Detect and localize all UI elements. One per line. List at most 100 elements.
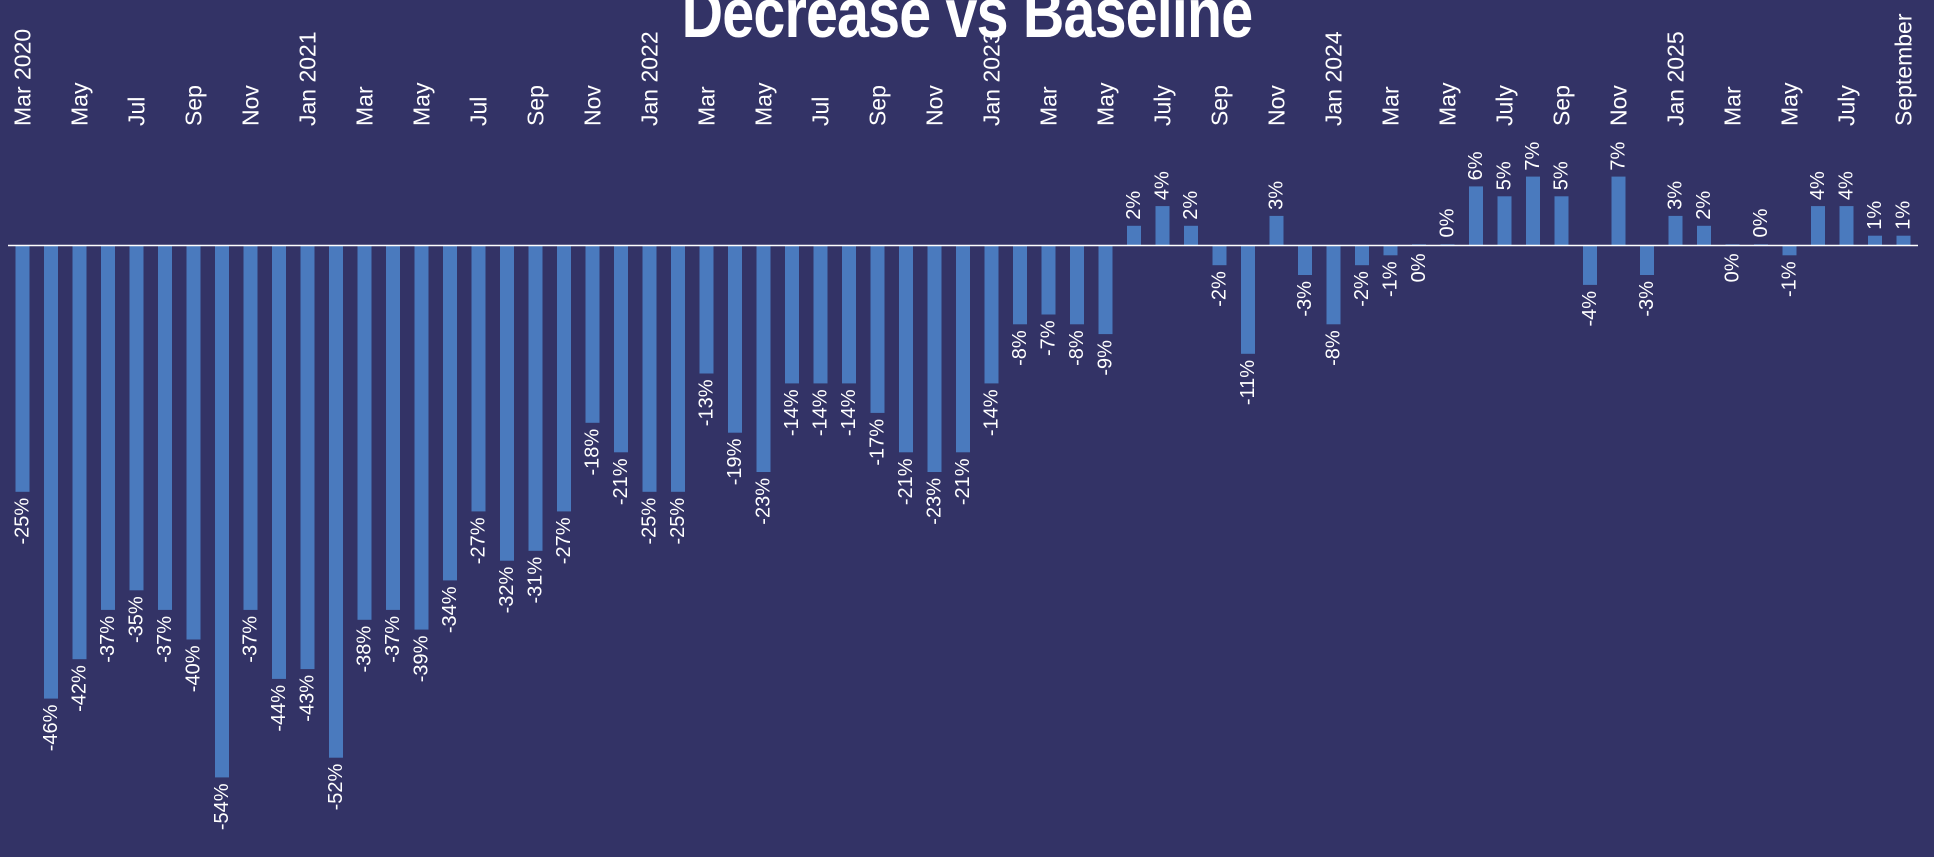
data-label: -3% (1294, 281, 1316, 317)
bar (785, 245, 799, 384)
data-label: -14% (810, 389, 832, 436)
x-tick-label: July (1492, 85, 1518, 126)
bar (1697, 225, 1711, 246)
data-label: -32% (496, 566, 518, 613)
x-tick-label: May (1435, 82, 1461, 126)
data-label: 4% (1836, 171, 1858, 200)
data-label: 6% (1465, 151, 1487, 180)
data-label: -14% (981, 389, 1003, 436)
bar (1098, 245, 1113, 335)
bar (1896, 235, 1911, 246)
x-tick-label: Nov (1606, 85, 1632, 126)
bar (1611, 176, 1626, 246)
bar (1668, 215, 1683, 246)
data-label: -27% (468, 517, 490, 564)
x-tick-label: Mar (1378, 86, 1404, 126)
bar (15, 245, 30, 492)
bar (699, 245, 714, 374)
data-label: -54% (211, 783, 233, 830)
bar (158, 245, 172, 610)
bar (1184, 225, 1198, 246)
bar (1326, 245, 1341, 325)
bar (500, 245, 514, 561)
bar (329, 245, 343, 758)
data-label: 5% (1551, 161, 1573, 190)
data-label: -13% (696, 379, 718, 426)
bar (984, 245, 999, 384)
data-label: -27% (553, 517, 575, 564)
x-tick-label: May (1093, 82, 1119, 126)
data-label: -3% (1636, 281, 1658, 317)
bar (1526, 176, 1540, 246)
bar (1811, 206, 1825, 246)
bar (1839, 206, 1854, 246)
data-label: 7% (1522, 141, 1544, 170)
bar (1212, 245, 1227, 266)
data-label: 0% (1750, 208, 1772, 237)
x-tick-label: July (1834, 85, 1860, 126)
data-label: 0% (1722, 253, 1744, 282)
x-tick-label: Sep (1207, 85, 1233, 126)
bar (614, 245, 628, 453)
bar (927, 245, 942, 472)
x-tick-label: Mar 2020 (10, 29, 36, 126)
bar (44, 245, 58, 699)
bar (1013, 245, 1027, 325)
x-tick-label: September (1891, 13, 1917, 126)
x-tick-label: Sep (181, 85, 207, 126)
data-label: -21% (610, 458, 632, 505)
data-label: -37% (97, 616, 119, 663)
bar (642, 245, 657, 492)
bar (671, 245, 685, 492)
data-label: -37% (154, 616, 176, 663)
x-tick-label: Mar (694, 86, 720, 126)
bar (1070, 245, 1084, 325)
bar (72, 245, 87, 660)
bar (1868, 235, 1882, 246)
bar (129, 245, 144, 591)
bar (386, 245, 400, 610)
data-label: -37% (240, 616, 262, 663)
x-tick-label: Sep (865, 85, 891, 126)
chart-title: Decrease vs Baseline (681, 0, 1254, 52)
bar (1355, 245, 1369, 266)
data-label: -43% (297, 675, 319, 722)
data-label: -44% (268, 685, 290, 732)
bar (1782, 245, 1797, 256)
data-label: 2% (1180, 191, 1202, 220)
bar (728, 245, 742, 433)
x-tick-label: Jul (124, 97, 150, 126)
x-tick-label: Mar (352, 86, 378, 126)
x-tick-label: May (67, 82, 93, 126)
x-tick-label: Nov (580, 85, 606, 126)
data-label: -38% (354, 626, 376, 673)
x-tick-label: Nov (1264, 85, 1290, 126)
x-tick-label: Jul (466, 97, 492, 126)
data-label: 2% (1123, 191, 1145, 220)
data-label: -39% (411, 635, 433, 682)
data-label: 4% (1807, 171, 1829, 200)
data-label: -25% (667, 498, 689, 545)
data-label: 1% (1864, 201, 1886, 230)
bar (1497, 196, 1512, 246)
bar (357, 245, 372, 620)
bar (101, 245, 115, 610)
bar (1640, 245, 1654, 275)
x-tick-label: Sep (523, 85, 549, 126)
x-tick-label: May (409, 82, 435, 126)
bar (899, 245, 913, 453)
data-label: -8% (1009, 330, 1031, 366)
bar (1241, 245, 1255, 354)
x-tick-label: Jan 2024 (1321, 31, 1347, 126)
data-label: 3% (1266, 181, 1288, 210)
bar (585, 245, 600, 423)
bar (414, 245, 429, 630)
x-tick-label: Mar (1036, 86, 1062, 126)
data-label: 4% (1152, 171, 1174, 200)
x-tick-label: Jan 2025 (1663, 31, 1689, 126)
data-label: 5% (1494, 161, 1516, 190)
x-tick-label: Mar (1720, 86, 1746, 126)
x-tick-label: May (1777, 82, 1803, 126)
